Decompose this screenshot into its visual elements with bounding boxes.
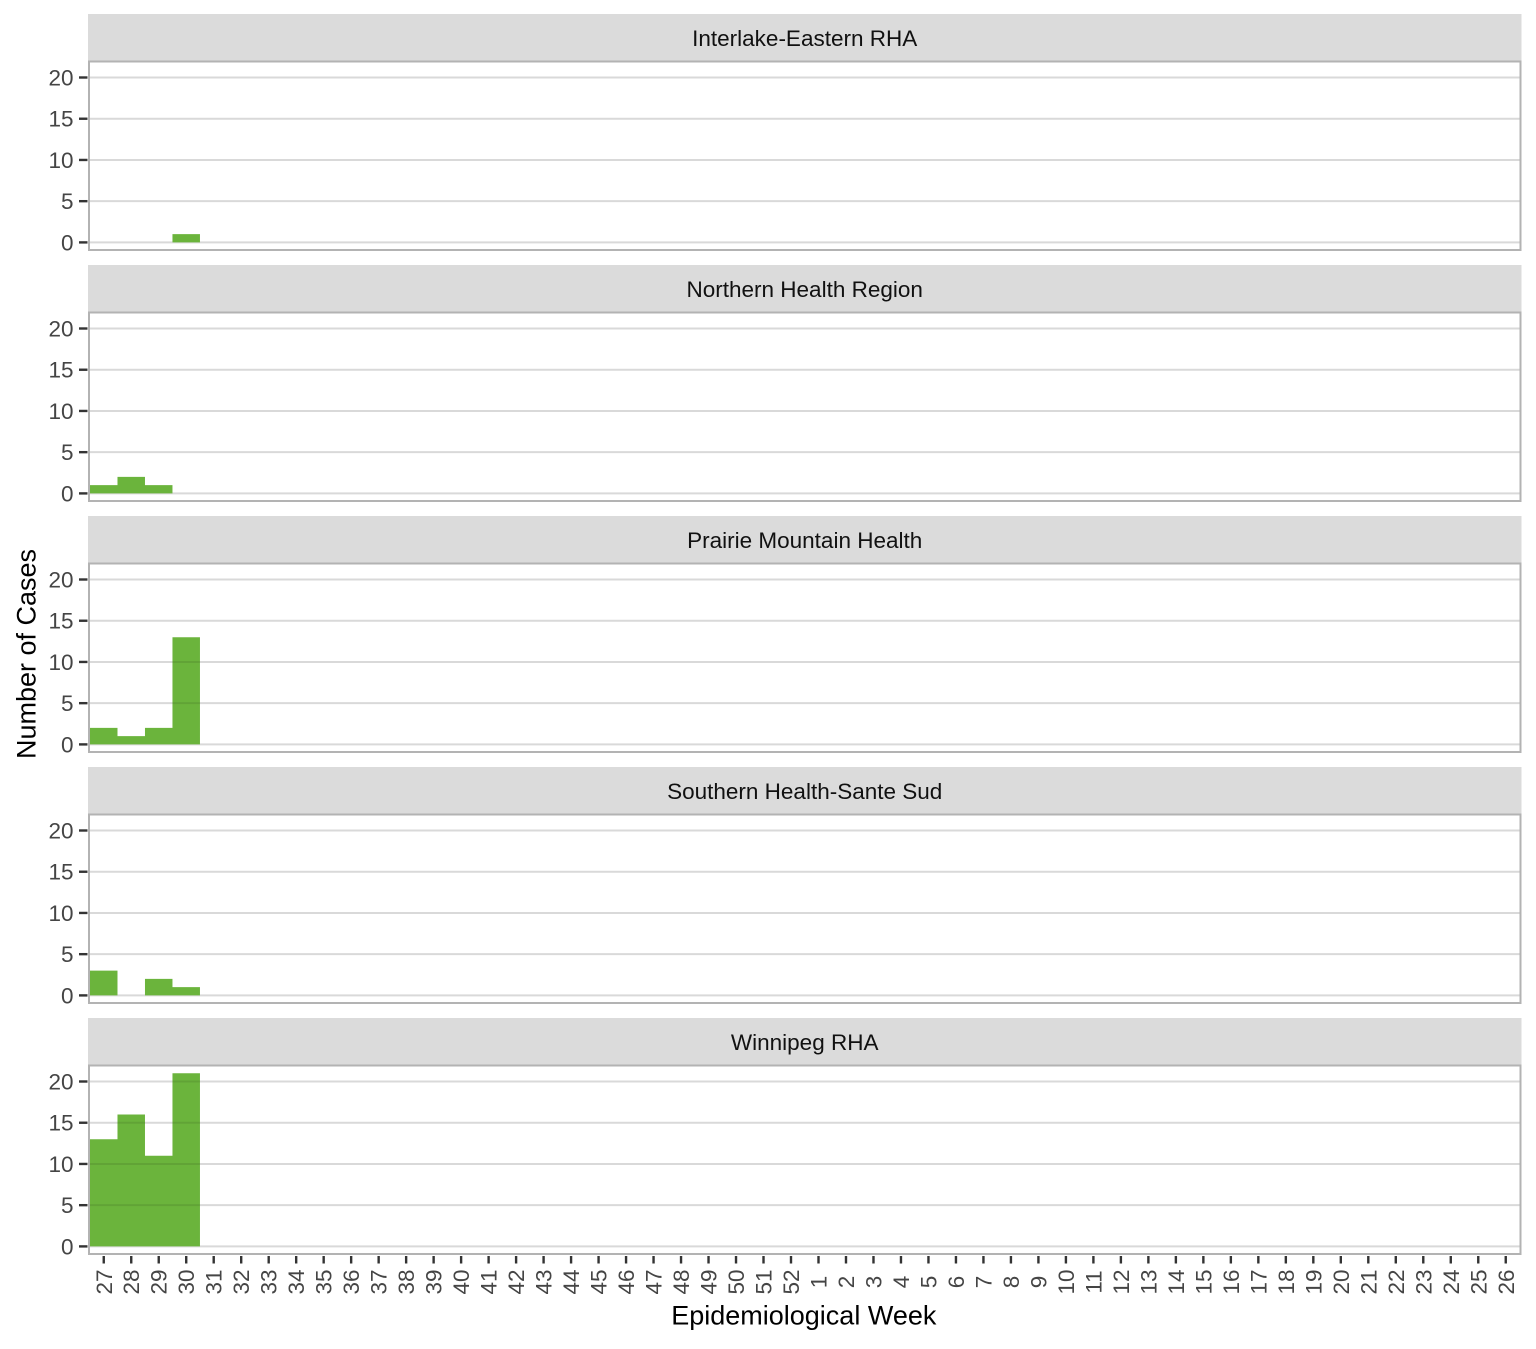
svg-text:27: 27 [92,1269,117,1294]
svg-text:25: 25 [1466,1269,1491,1294]
svg-text:10: 10 [48,901,73,926]
svg-text:15: 15 [48,609,73,634]
svg-text:5: 5 [61,1193,74,1218]
svg-text:29: 29 [147,1269,172,1294]
svg-text:37: 37 [367,1269,392,1294]
svg-text:Prairie Mountain Health: Prairie Mountain Health [687,528,922,553]
svg-text:44: 44 [559,1269,584,1294]
svg-text:32: 32 [229,1269,254,1294]
svg-text:20: 20 [48,567,73,592]
svg-text:10: 10 [48,1152,73,1177]
svg-text:20: 20 [48,316,73,341]
svg-text:6: 6 [944,1276,969,1289]
svg-text:16: 16 [1219,1269,1244,1294]
svg-text:49: 49 [697,1269,722,1294]
svg-text:36: 36 [339,1269,364,1294]
svg-text:35: 35 [312,1269,337,1294]
svg-text:17: 17 [1246,1269,1271,1294]
svg-text:Northern Health Region: Northern Health Region [687,277,923,302]
svg-text:9: 9 [1026,1276,1051,1289]
svg-text:Winnipeg RHA: Winnipeg RHA [731,1030,879,1055]
svg-text:21: 21 [1356,1269,1381,1294]
svg-text:26: 26 [1494,1269,1519,1294]
svg-text:39: 39 [422,1269,447,1294]
svg-text:18: 18 [1274,1269,1299,1294]
svg-text:15: 15 [48,107,73,132]
svg-text:5: 5 [61,691,74,716]
svg-text:45: 45 [587,1269,612,1294]
svg-text:12: 12 [1109,1269,1134,1294]
svg-text:13: 13 [1136,1269,1161,1294]
svg-text:40: 40 [449,1269,474,1294]
svg-text:11: 11 [1081,1270,1106,1293]
svg-text:46: 46 [614,1269,639,1294]
svg-text:24: 24 [1439,1269,1464,1294]
svg-text:19: 19 [1301,1269,1326,1294]
svg-text:31: 31 [202,1269,227,1294]
svg-text:Number of Cases: Number of Cases [12,549,42,759]
svg-text:5: 5 [61,440,74,465]
svg-text:15: 15 [48,358,73,383]
svg-text:10: 10 [48,650,73,675]
svg-text:0: 0 [61,732,74,757]
svg-text:Epidemiological Week: Epidemiological Week [671,1301,937,1331]
svg-text:52: 52 [779,1269,804,1294]
svg-text:28: 28 [119,1269,144,1294]
svg-text:34: 34 [284,1269,309,1294]
svg-text:5: 5 [916,1276,941,1289]
svg-text:33: 33 [257,1269,282,1294]
svg-text:30: 30 [174,1269,199,1294]
svg-text:38: 38 [394,1269,419,1294]
svg-text:3: 3 [861,1276,886,1289]
svg-text:43: 43 [532,1269,557,1294]
svg-text:5: 5 [61,942,74,967]
svg-text:50: 50 [724,1269,749,1294]
svg-text:0: 0 [61,983,74,1008]
svg-text:41: 41 [477,1269,502,1294]
svg-text:47: 47 [642,1269,667,1294]
svg-text:10: 10 [48,399,73,424]
svg-text:10: 10 [1054,1269,1079,1294]
svg-text:15: 15 [48,860,73,885]
svg-text:0: 0 [61,481,74,506]
svg-text:20: 20 [48,65,73,90]
svg-text:7: 7 [971,1276,996,1289]
svg-text:15: 15 [48,1111,73,1136]
svg-text:48: 48 [669,1269,694,1294]
svg-text:2: 2 [834,1276,859,1289]
svg-text:22: 22 [1384,1269,1409,1294]
svg-text:20: 20 [1329,1269,1354,1294]
svg-text:Southern Health-Sante Sud: Southern Health-Sante Sud [667,779,942,804]
svg-text:51: 51 [752,1269,777,1294]
svg-text:15: 15 [1191,1269,1216,1294]
svg-text:20: 20 [48,1069,73,1094]
svg-text:14: 14 [1164,1269,1189,1294]
svg-text:42: 42 [504,1269,529,1294]
svg-text:1: 1 [807,1276,832,1289]
svg-text:10: 10 [48,148,73,173]
svg-text:20: 20 [48,818,73,843]
svg-text:5: 5 [61,189,74,214]
svg-text:23: 23 [1411,1269,1436,1294]
svg-text:0: 0 [61,1234,74,1259]
svg-text:8: 8 [999,1276,1024,1289]
svg-text:0: 0 [61,230,74,255]
svg-text:Interlake-Eastern RHA: Interlake-Eastern RHA [692,26,917,51]
svg-text:4: 4 [889,1276,914,1289]
